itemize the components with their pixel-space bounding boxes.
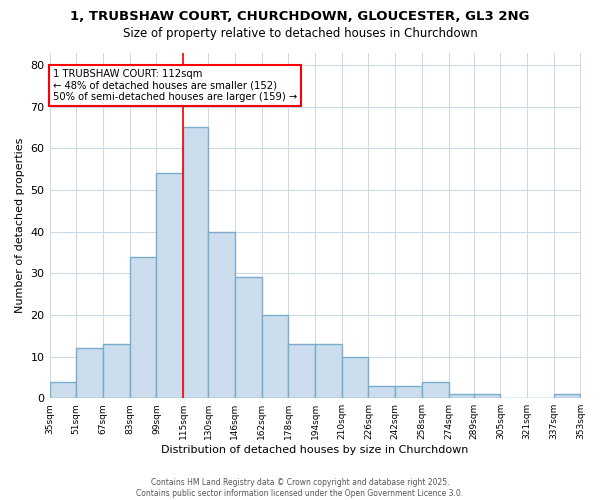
Bar: [262, 315, 289, 398]
Bar: [554, 394, 580, 398]
Text: 1, TRUBSHAW COURT, CHURCHDOWN, GLOUCESTER, GL3 2NG: 1, TRUBSHAW COURT, CHURCHDOWN, GLOUCESTE…: [70, 10, 530, 23]
Bar: [342, 356, 368, 398]
Bar: [208, 232, 235, 398]
Bar: [315, 344, 342, 398]
Bar: [235, 278, 262, 398]
X-axis label: Distribution of detached houses by size in Churchdown: Distribution of detached houses by size …: [161, 445, 469, 455]
Bar: [130, 256, 157, 398]
Bar: [422, 382, 449, 398]
Bar: [368, 386, 395, 398]
Bar: [473, 394, 500, 398]
Y-axis label: Number of detached properties: Number of detached properties: [15, 138, 25, 313]
Bar: [289, 344, 315, 398]
Text: Contains HM Land Registry data © Crown copyright and database right 2025.
Contai: Contains HM Land Registry data © Crown c…: [136, 478, 464, 498]
Bar: [449, 394, 473, 398]
Bar: [157, 174, 183, 398]
Bar: [103, 344, 130, 398]
Bar: [76, 348, 103, 398]
Bar: [50, 382, 76, 398]
Bar: [183, 128, 208, 398]
Text: Size of property relative to detached houses in Churchdown: Size of property relative to detached ho…: [122, 28, 478, 40]
Bar: [395, 386, 422, 398]
Text: 1 TRUBSHAW COURT: 112sqm
← 48% of detached houses are smaller (152)
50% of semi-: 1 TRUBSHAW COURT: 112sqm ← 48% of detach…: [53, 69, 297, 102]
